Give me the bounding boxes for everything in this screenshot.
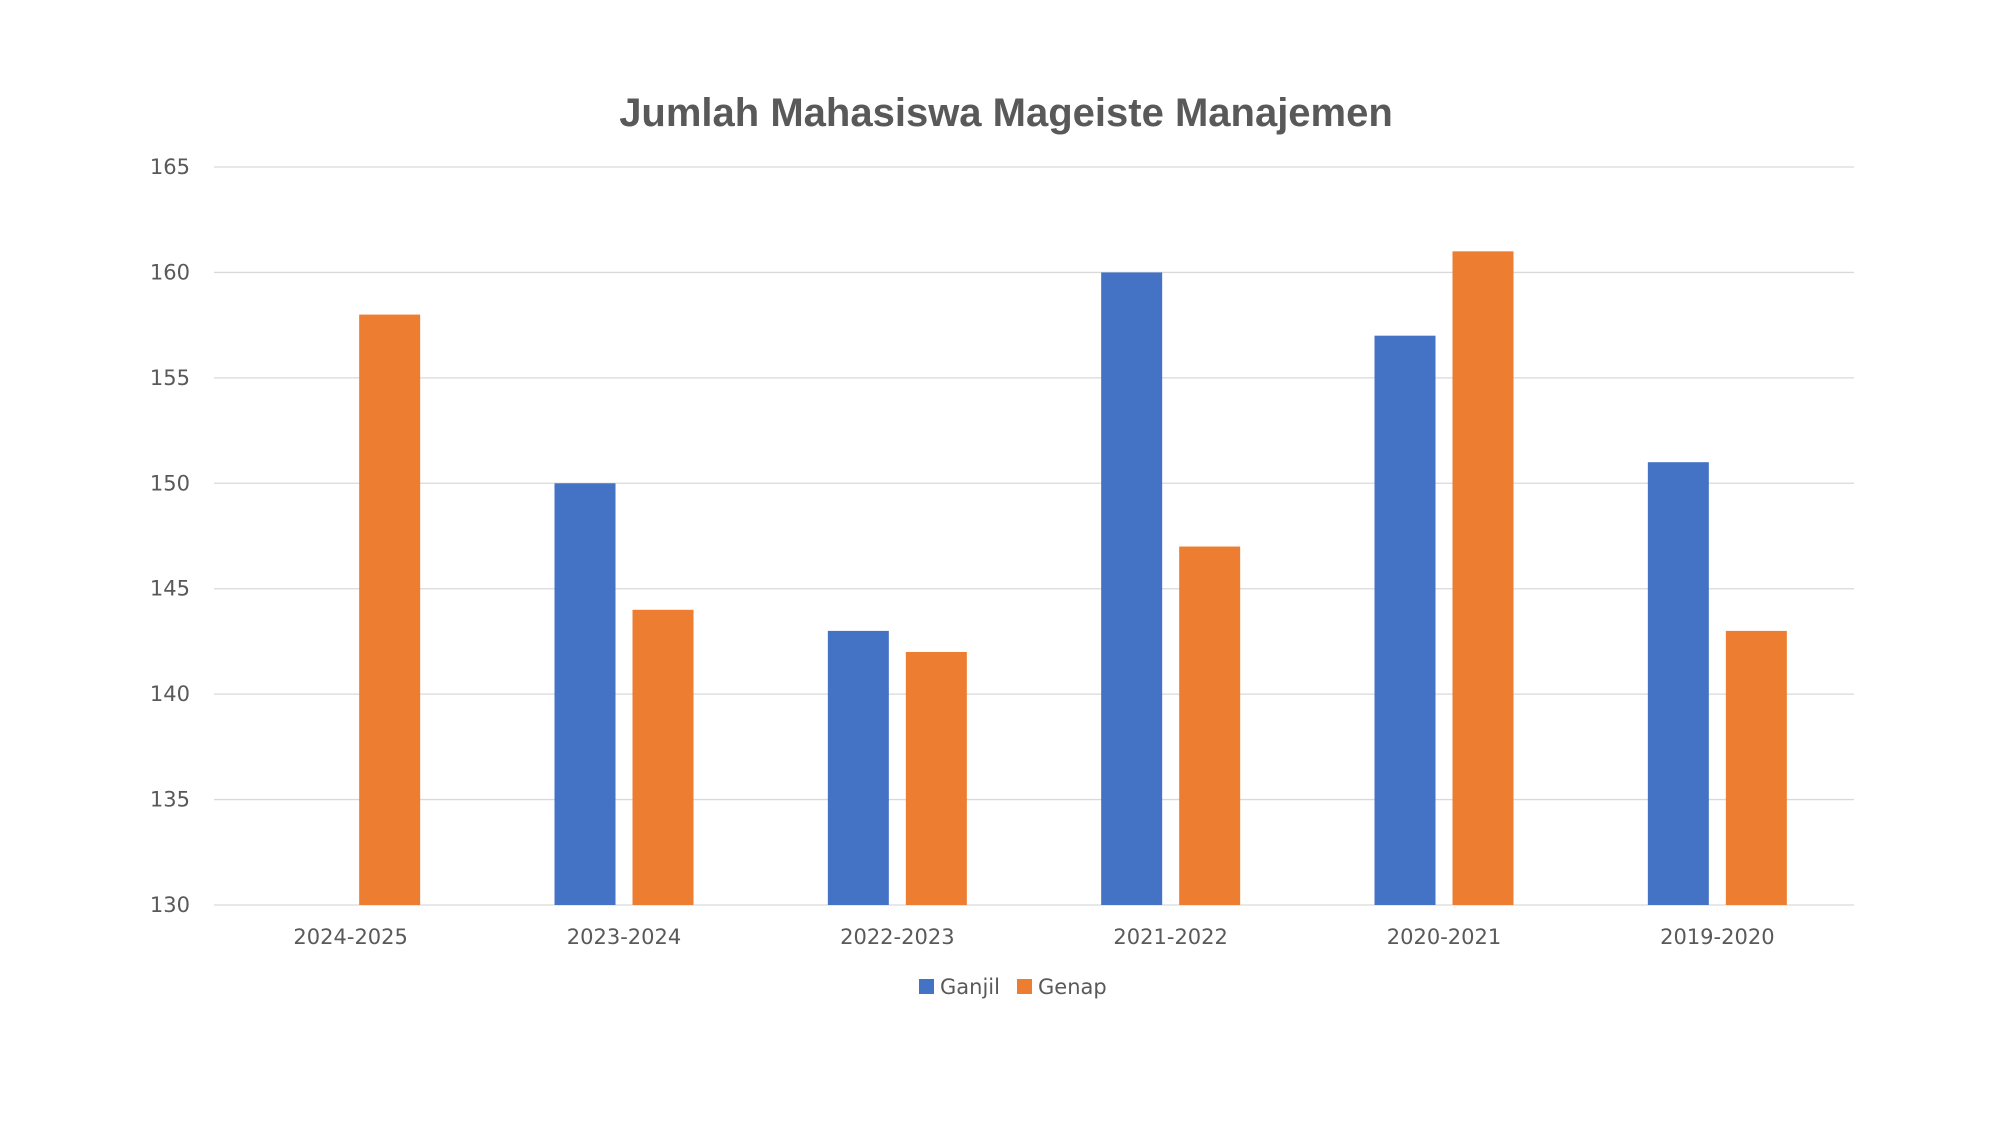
y-tick-label: 140: [150, 682, 190, 706]
x-tick-label: 2024-2025: [293, 925, 407, 949]
y-tick-label: 145: [150, 577, 190, 601]
x-tick-label: 2021-2022: [1113, 925, 1227, 949]
bar-genap-2021-2022: [1179, 546, 1241, 905]
bar-genap-2023-2024: [632, 609, 694, 905]
y-tick-label: 150: [150, 471, 190, 495]
legend-label-genap: Genap: [1038, 975, 1107, 999]
bar-ganjil-2021-2022: [1101, 272, 1163, 905]
x-tick-label: 2019-2020: [1660, 925, 1774, 949]
legend-swatch-genap: [1017, 979, 1032, 994]
bar-genap-2022-2023: [905, 651, 967, 905]
x-tick-label: 2020-2021: [1387, 925, 1501, 949]
bars: [359, 251, 1787, 906]
legend-swatch-ganjil: [919, 979, 934, 994]
gridlines: [214, 166, 1854, 906]
y-axis-tick-labels: 130 135 140 145 150 155 160 165: [150, 155, 190, 917]
bar-genap-2020-2021: [1452, 251, 1514, 906]
bar-genap-2024-2025: [359, 314, 421, 906]
bar-ganjil-2023-2024: [554, 483, 616, 905]
y-tick-label: 130: [150, 893, 190, 917]
x-tick-label: 2022-2023: [840, 925, 954, 949]
chart-title: Jumlah Mahasiswa Mageiste Manajemen: [619, 91, 1393, 135]
legend-label-ganjil: Ganjil: [940, 975, 1000, 999]
bar-ganjil-2022-2023: [827, 630, 889, 905]
bar-genap-2019-2020: [1725, 630, 1787, 905]
x-tick-label: 2023-2024: [567, 925, 681, 949]
legend: Ganjil Genap: [919, 975, 1107, 999]
y-tick-label: 160: [150, 260, 190, 284]
bar-ganjil-2020-2021: [1374, 335, 1436, 906]
y-tick-label: 135: [150, 788, 190, 812]
bar-ganjil-2019-2020: [1647, 462, 1709, 905]
x-axis-tick-labels: 2024-2025 2023-2024 2022-2023 2021-2022 2020…: [293, 925, 1774, 949]
y-tick-label: 155: [150, 366, 190, 390]
y-tick-label: 165: [150, 155, 190, 179]
